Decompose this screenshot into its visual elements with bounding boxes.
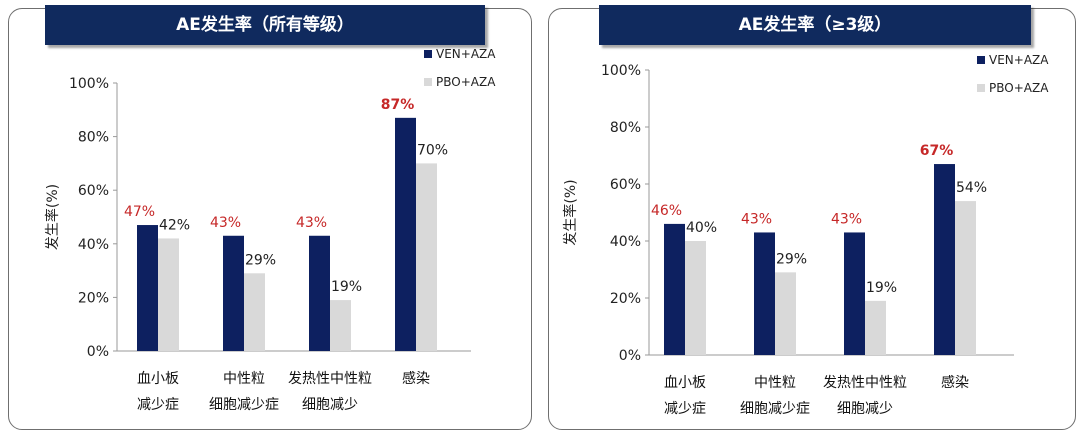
data-label: 29% bbox=[245, 252, 276, 268]
y-tick-label: 0% bbox=[619, 348, 641, 364]
chart-title: AE发生率（≥3级） bbox=[599, 5, 1031, 45]
data-label: 40% bbox=[686, 220, 717, 236]
chart-panel-all-grades: AE发生率（所有等级） 发生率(%) 0% 20% 40% 60% 80% 100% 47% 4… bbox=[8, 5, 532, 430]
data-label: 67% bbox=[920, 143, 954, 159]
legend-swatch bbox=[424, 78, 432, 86]
bar-ven-aza bbox=[395, 117, 416, 351]
data-label: 42% bbox=[159, 217, 190, 233]
legend-label: VEN+AZA bbox=[989, 53, 1049, 67]
data-label: 87% bbox=[381, 97, 415, 113]
data-label: 43% bbox=[831, 211, 862, 227]
bar-chart-grade3: 发生率(%)0%20%40%60%80%100%46%40%血小板减少症43%2… bbox=[562, 53, 1049, 417]
y-tick-label: 20% bbox=[78, 290, 109, 306]
bar-pbo-aza bbox=[955, 201, 976, 355]
data-label: 70% bbox=[417, 142, 448, 158]
data-label: 43% bbox=[741, 211, 772, 227]
x-tick-label: 感染 bbox=[402, 370, 430, 387]
chart-title: AE发生率（所有等级） bbox=[45, 5, 485, 45]
bar-pbo-aza bbox=[775, 272, 796, 355]
x-tick-label: 减少症 bbox=[664, 401, 706, 417]
x-tick-label: 发热性中性粒 bbox=[288, 371, 372, 387]
bar-ven-aza bbox=[664, 223, 685, 355]
chart-panel-grade3: AE发生率（≥3级） 发生率(%) 0% 20% 40% 60% 80% 100% 46% 40… bbox=[548, 5, 1076, 430]
y-axis-label: 发生率(%) bbox=[44, 184, 61, 250]
x-tick-label: 减少症 bbox=[137, 397, 179, 413]
legend-swatch bbox=[977, 56, 985, 64]
y-tick-label: 60% bbox=[610, 177, 641, 193]
legend-label: VEN+AZA bbox=[436, 47, 496, 61]
bar-pbo-aza bbox=[416, 163, 437, 351]
bar-pbo-aza bbox=[158, 238, 179, 351]
data-label: 19% bbox=[866, 280, 897, 296]
bar-ven-aza bbox=[754, 232, 775, 355]
x-tick-label: 中性粒 bbox=[223, 371, 265, 387]
y-tick-label: 80% bbox=[78, 130, 109, 146]
legend-label: PBO+AZA bbox=[436, 75, 496, 89]
data-label: 47% bbox=[124, 204, 155, 220]
y-tick-label: 80% bbox=[610, 120, 641, 136]
data-label: 19% bbox=[331, 279, 362, 295]
legend-swatch bbox=[977, 84, 985, 92]
x-tick-label: 血小板 bbox=[664, 375, 706, 391]
data-label: 43% bbox=[210, 215, 241, 231]
y-tick-label: 0% bbox=[87, 344, 109, 360]
x-tick-label: 血小板 bbox=[137, 371, 179, 387]
data-label: 43% bbox=[296, 215, 327, 231]
data-label: 29% bbox=[776, 251, 807, 267]
bar-ven-aza bbox=[137, 225, 158, 351]
bar-pbo-aza bbox=[244, 273, 265, 351]
x-tick-label: 中性粒 bbox=[754, 375, 796, 391]
bar-pbo-aza bbox=[330, 300, 351, 351]
x-tick-label: 细胞减少症 bbox=[740, 401, 810, 417]
y-tick-label: 100% bbox=[69, 76, 109, 92]
bar-ven-aza bbox=[309, 235, 330, 351]
bar-ven-aza bbox=[223, 235, 244, 351]
y-axis-label: 发生率(%) bbox=[562, 179, 579, 245]
y-tick-label: 40% bbox=[78, 237, 109, 253]
legend-swatch bbox=[424, 50, 432, 58]
bar-ven-aza bbox=[844, 232, 865, 355]
bar-pbo-aza bbox=[865, 300, 886, 355]
x-tick-label: 细胞减少 bbox=[837, 401, 893, 417]
x-tick-label: 发热性中性粒 bbox=[823, 375, 907, 391]
y-tick-label: 20% bbox=[610, 291, 641, 307]
x-tick-label: 细胞减少 bbox=[302, 397, 358, 413]
x-tick-label: 细胞减少症 bbox=[209, 397, 279, 413]
y-tick-label: 40% bbox=[610, 234, 641, 250]
legend-label: PBO+AZA bbox=[989, 81, 1049, 95]
bar-pbo-aza bbox=[685, 241, 706, 355]
data-label: 54% bbox=[956, 180, 987, 196]
data-label: 46% bbox=[651, 203, 682, 219]
y-tick-label: 100% bbox=[601, 63, 641, 79]
y-tick-label: 60% bbox=[78, 183, 109, 199]
x-tick-label: 感染 bbox=[941, 374, 969, 391]
bar-ven-aza bbox=[934, 164, 955, 355]
